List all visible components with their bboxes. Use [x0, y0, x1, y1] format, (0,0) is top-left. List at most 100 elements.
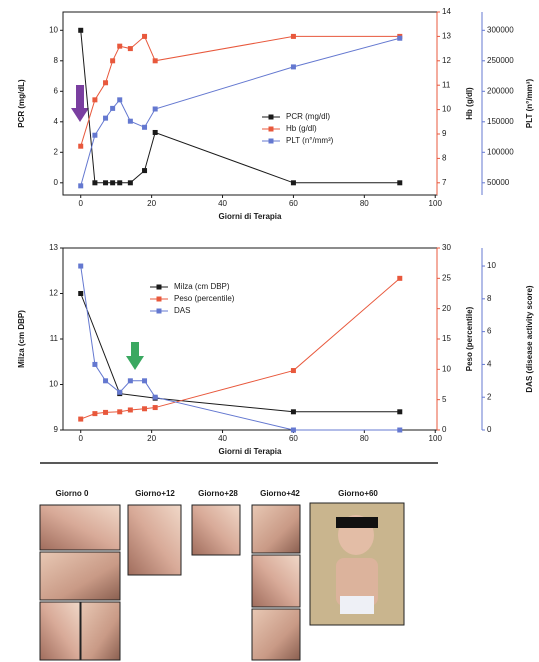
- legend-swatch: [157, 297, 162, 302]
- y2-tick-label: 10: [442, 364, 451, 373]
- data-point: [397, 36, 402, 41]
- y-tick-label: 6: [54, 86, 59, 95]
- photo: [192, 505, 240, 555]
- series-line: [81, 266, 400, 430]
- data-point: [103, 410, 108, 415]
- y-tick-label: 10: [49, 380, 58, 389]
- y2-tick-label: 25: [442, 273, 451, 282]
- y2-tick-label: 0: [442, 425, 447, 434]
- y3-tick-label: 10: [487, 261, 496, 270]
- y2-tick-label: 9: [442, 129, 447, 138]
- arrow: [126, 342, 144, 370]
- data-point: [128, 46, 133, 51]
- legend-label: PLT (n°/mm³): [286, 136, 334, 145]
- photo: [252, 609, 300, 660]
- chart: 020406080100Giorni di Terapia910111213Mi…: [17, 243, 534, 456]
- x-tick-label: 60: [289, 434, 298, 443]
- y3-tick-label: 50000: [487, 178, 510, 187]
- y3-tick-label: 250000: [487, 56, 514, 65]
- legend-swatch: [269, 115, 274, 120]
- data-point: [78, 291, 83, 296]
- x-tick-label: 60: [289, 199, 298, 208]
- data-point: [142, 378, 147, 383]
- data-point: [291, 34, 296, 39]
- y2-tick-label: 10: [442, 105, 451, 114]
- data-point: [291, 64, 296, 69]
- legend-label: Hb (g/dl): [286, 124, 317, 133]
- data-point: [291, 428, 296, 433]
- data-point: [78, 183, 83, 188]
- legend-swatch: [157, 309, 162, 314]
- data-point: [128, 180, 133, 185]
- photo: [40, 552, 120, 600]
- data-point: [110, 180, 115, 185]
- data-point: [103, 378, 108, 383]
- legend-swatch: [157, 285, 162, 290]
- y2-tick-label: 11: [442, 80, 451, 89]
- y2-axis-title: Hb (g/dl): [465, 87, 474, 120]
- y-axis-title: PCR (mg/dL): [17, 79, 26, 128]
- y3-tick-label: 200000: [487, 86, 514, 95]
- legend-label: PCR (mg/dl): [286, 112, 330, 121]
- photo-label: Giorno+60: [338, 489, 378, 498]
- x-tick-label: 100: [429, 199, 443, 208]
- data-point: [92, 97, 97, 102]
- data-point: [92, 362, 97, 367]
- x-axis-title: Giorni di Terapia: [219, 447, 283, 456]
- y-tick-label: 11: [50, 334, 59, 343]
- photo-detail: [340, 596, 374, 614]
- y2-tick-label: 20: [442, 304, 451, 313]
- series-line: [81, 30, 400, 183]
- data-point: [110, 58, 115, 63]
- photo: [252, 505, 300, 553]
- data-point: [128, 119, 133, 124]
- data-point: [153, 106, 158, 111]
- y2-tick-label: 13: [442, 32, 451, 41]
- y3-tick-label: 0: [487, 425, 492, 434]
- y3-tick-label: 4: [487, 360, 492, 369]
- data-point: [397, 409, 402, 414]
- series-line: [81, 36, 400, 146]
- data-point: [153, 130, 158, 135]
- data-point: [78, 28, 83, 33]
- legend-swatch: [269, 127, 274, 132]
- photo: [40, 602, 80, 660]
- y-tick-label: 12: [49, 289, 58, 298]
- x-axis-title: Giorni di Terapia: [219, 212, 283, 221]
- data-point: [128, 378, 133, 383]
- photo-panel: Giorno 0 Giorno+12 Giorno+28 Giorno+42 G…: [40, 489, 404, 660]
- data-point: [142, 406, 147, 411]
- y2-tick-label: 8: [442, 154, 447, 163]
- data-point: [117, 44, 122, 49]
- data-point: [291, 180, 296, 185]
- photo-label: Giorno+12: [135, 489, 175, 498]
- y-tick-label: 9: [54, 425, 59, 434]
- x-tick-label: 0: [78, 434, 83, 443]
- data-point: [397, 276, 402, 281]
- x-tick-label: 20: [147, 199, 156, 208]
- y2-tick-label: 12: [442, 56, 451, 65]
- photo-detail: [336, 517, 378, 528]
- series-line: [81, 294, 400, 412]
- photo-label: Giorno 0: [56, 489, 89, 498]
- photo: [128, 505, 181, 575]
- x-tick-label: 40: [218, 199, 227, 208]
- legend-label: DAS: [174, 306, 190, 315]
- y-axis-title: Milza (cm DBP): [17, 310, 26, 368]
- data-point: [397, 180, 402, 185]
- y3-tick-label: 8: [487, 294, 492, 303]
- data-point: [103, 80, 108, 85]
- y3-axis-title: PLT (n°/mm³): [525, 79, 534, 129]
- chart: 020406080100Giorni di Terapia0246810PCR …: [17, 7, 534, 221]
- photo: [81, 602, 120, 660]
- data-point: [153, 405, 158, 410]
- data-point: [291, 368, 296, 373]
- y3-tick-label: 300000: [487, 25, 514, 34]
- y2-tick-label: 15: [442, 334, 451, 343]
- plot-frame: [63, 248, 437, 430]
- y2-tick-label: 7: [442, 178, 447, 187]
- data-point: [153, 58, 158, 63]
- y3-axis-title: DAS (disease activity score): [525, 285, 534, 392]
- legend-label: Milza (cm DBP): [174, 282, 230, 291]
- y-tick-label: 0: [54, 178, 59, 187]
